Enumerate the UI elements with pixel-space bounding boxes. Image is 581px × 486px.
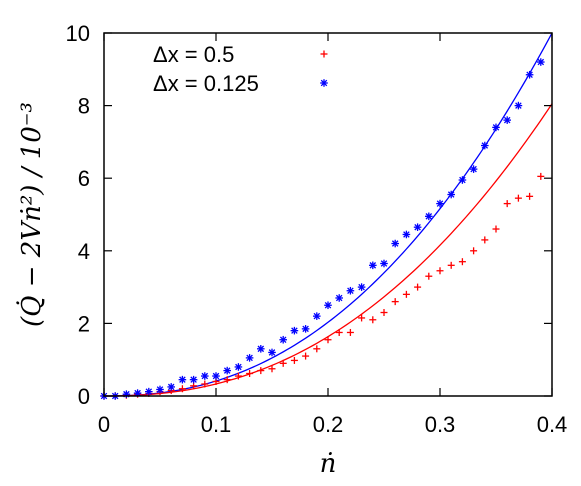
data-point bbox=[346, 286, 355, 295]
data-points bbox=[100, 58, 545, 400]
data-point bbox=[470, 247, 478, 255]
data-point bbox=[313, 345, 321, 353]
data-point bbox=[369, 261, 377, 270]
y-tick-label: 0 bbox=[78, 384, 90, 409]
y-tick-label: 8 bbox=[78, 94, 90, 119]
legend-label: Δx = 0.5 bbox=[153, 42, 234, 67]
data-point bbox=[413, 223, 422, 232]
data-point bbox=[357, 283, 366, 291]
data-point bbox=[324, 336, 332, 344]
data-point bbox=[514, 101, 523, 110]
data-point bbox=[313, 312, 321, 320]
data-point bbox=[302, 352, 310, 360]
data-point bbox=[268, 365, 276, 373]
data-point bbox=[525, 70, 534, 79]
data-point bbox=[425, 272, 433, 280]
x-tick-label: 0.1 bbox=[201, 412, 232, 437]
data-point bbox=[481, 141, 489, 150]
data-point bbox=[257, 345, 265, 353]
data-point bbox=[178, 375, 187, 384]
y-tick-label: 2 bbox=[78, 311, 90, 336]
data-point bbox=[358, 314, 366, 322]
data-point bbox=[414, 283, 422, 291]
data-point bbox=[514, 194, 522, 202]
data-point bbox=[246, 369, 254, 377]
legend-label: Δx = 0.125 bbox=[153, 71, 259, 96]
data-point bbox=[537, 172, 545, 180]
data-point bbox=[257, 367, 265, 375]
axis-ticks: 0 0.1 0.2 0.3 0.4 0 2 4 6 8 10 bbox=[66, 21, 568, 437]
data-point bbox=[156, 385, 164, 394]
data-point bbox=[369, 316, 377, 324]
data-point bbox=[391, 298, 399, 306]
y-axis-label: (Q̇ − 2Vṅ²) / 10⁻³ bbox=[16, 102, 47, 327]
data-point bbox=[492, 225, 500, 233]
data-point bbox=[436, 199, 444, 208]
y-tick-label: 10 bbox=[66, 21, 90, 46]
data-point bbox=[391, 239, 399, 248]
data-point bbox=[447, 190, 455, 199]
data-point bbox=[268, 348, 276, 357]
data-point bbox=[145, 387, 153, 396]
data-point bbox=[436, 267, 444, 275]
data-point bbox=[245, 354, 254, 362]
data-point bbox=[279, 335, 287, 344]
data-point bbox=[380, 309, 388, 317]
x-tick-label: 0.3 bbox=[425, 412, 456, 437]
data-point bbox=[178, 385, 186, 393]
data-point bbox=[503, 200, 511, 208]
data-point bbox=[481, 236, 489, 244]
data-point bbox=[324, 301, 332, 310]
data-point bbox=[223, 366, 231, 375]
x-tick-label: 0.2 bbox=[313, 412, 344, 437]
data-point bbox=[402, 230, 411, 239]
fit-curve bbox=[103, 32, 553, 397]
data-point bbox=[346, 328, 354, 336]
data-point bbox=[492, 123, 500, 132]
x-axis-label: ṅ bbox=[320, 449, 337, 479]
data-point bbox=[190, 382, 198, 390]
data-point bbox=[133, 389, 142, 397]
y-tick-label: 4 bbox=[78, 239, 90, 264]
y-tick-label: 6 bbox=[78, 166, 90, 191]
legend: Δx = 0.5 Δx = 0.125 bbox=[153, 42, 328, 96]
data-point bbox=[167, 383, 175, 391]
x-tick-label: 0 bbox=[98, 412, 110, 437]
data-point bbox=[279, 359, 287, 367]
legend-marker bbox=[320, 79, 328, 87]
data-point bbox=[122, 390, 131, 398]
data-point bbox=[335, 328, 343, 336]
data-point bbox=[380, 259, 388, 268]
data-point bbox=[201, 380, 209, 388]
legend-marker bbox=[320, 50, 328, 58]
data-point bbox=[402, 290, 410, 298]
x-tick-label: 0.4 bbox=[537, 412, 568, 437]
data-point bbox=[447, 261, 455, 269]
data-point bbox=[503, 116, 511, 124]
data-point bbox=[223, 376, 231, 384]
data-point bbox=[526, 192, 534, 200]
data-point bbox=[290, 326, 299, 335]
data-point bbox=[537, 58, 545, 66]
data-point bbox=[290, 356, 298, 364]
data-point bbox=[212, 372, 220, 380]
data-point bbox=[335, 294, 343, 302]
data-point bbox=[469, 165, 478, 173]
data-point bbox=[189, 375, 198, 384]
data-point bbox=[301, 325, 310, 333]
data-point bbox=[234, 363, 243, 371]
data-point bbox=[458, 258, 466, 266]
data-point bbox=[458, 176, 467, 184]
data-point bbox=[425, 212, 433, 221]
data-point bbox=[234, 372, 242, 380]
data-point bbox=[201, 372, 209, 380]
